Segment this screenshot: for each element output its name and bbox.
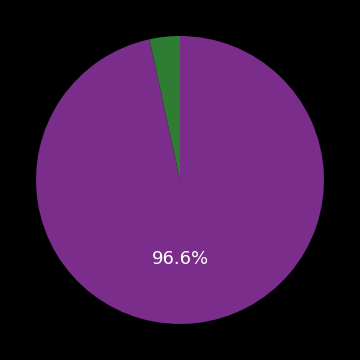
Text: 96.6%: 96.6% (152, 250, 208, 268)
Wedge shape (149, 36, 180, 180)
Wedge shape (36, 36, 324, 324)
